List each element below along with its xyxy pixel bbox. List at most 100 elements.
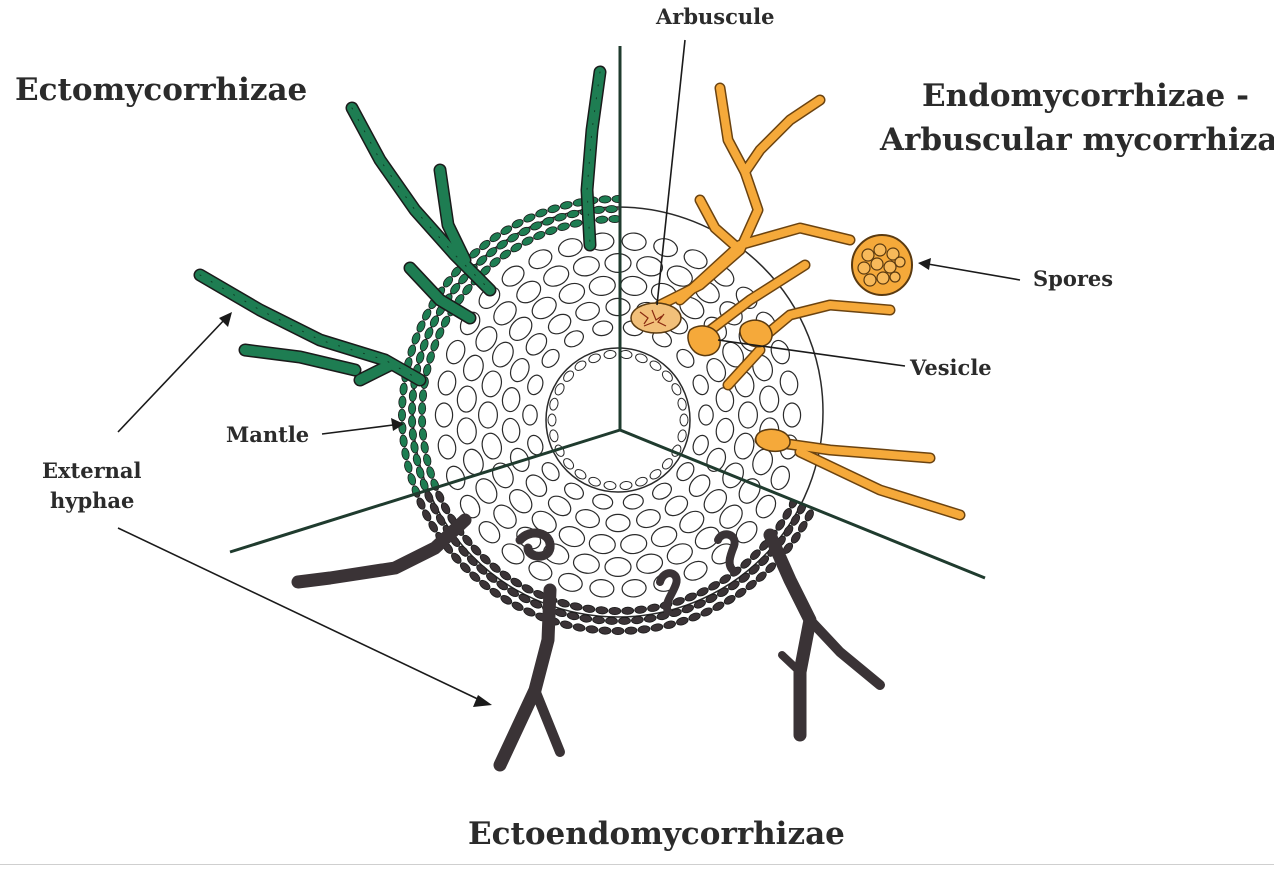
vesicle-leader <box>717 339 906 367</box>
ecto-mantle-cell <box>418 389 428 402</box>
cortex-cell <box>475 478 498 504</box>
ecto-mantle-cell <box>499 249 512 260</box>
cortex-cell <box>604 557 632 578</box>
ecto-mantle-cell <box>560 201 573 210</box>
ectoendo-mantle-cell <box>782 508 792 520</box>
cortex-cell <box>636 509 661 529</box>
ecto-mantle-cell <box>419 339 429 352</box>
ecto-mantle-cell <box>415 466 425 479</box>
ecto-mantle-cell <box>418 428 428 441</box>
cortex-cell <box>715 417 735 443</box>
inner-cell <box>619 480 633 491</box>
cortex-cell <box>706 358 727 383</box>
cortex-cell <box>501 417 521 443</box>
cortex-cell <box>558 282 586 304</box>
divider-right <box>619 428 986 580</box>
ectoendo-mantle-cell <box>638 196 651 205</box>
inner-cell <box>671 383 682 396</box>
cortex-cell <box>564 482 584 500</box>
ecto-mantle-cell <box>426 351 435 364</box>
ectoendo-mantle-cell <box>416 497 426 510</box>
cortex-cell <box>683 560 708 581</box>
ecto-mantle-cell <box>442 276 454 288</box>
ecto-mantle-cell <box>815 485 826 499</box>
cortex-cell <box>755 494 777 519</box>
cortex-cell <box>437 434 457 460</box>
ectoendo-mantle-cell <box>595 606 609 615</box>
ecto-mantle-cell <box>415 351 425 364</box>
ectoendo-mantle-cell <box>815 332 826 346</box>
cortex-cell <box>589 579 615 598</box>
inner-cell <box>635 353 648 364</box>
cortex-cell <box>636 553 664 574</box>
ecto-mantle-cell <box>608 214 620 224</box>
inner-cell <box>563 458 575 470</box>
ectoendo-mantle-cell <box>676 616 689 626</box>
ecto-mantle-cell <box>611 194 620 203</box>
cortex-cell <box>652 482 672 500</box>
ectoendo-mantle-cell <box>740 558 752 569</box>
cortex-cell <box>492 341 514 368</box>
cortex-cell <box>516 280 542 304</box>
inner-cell <box>547 413 557 427</box>
ecto-mantle-cell <box>450 283 461 295</box>
ectoendo-mantle-cell <box>750 549 761 561</box>
ectoendo-mantle-cell <box>523 607 536 617</box>
ecto-mantle-cell <box>523 213 536 223</box>
ectoendo-mantle-cell <box>458 545 469 557</box>
ectoendo-mantle-cell <box>650 198 663 207</box>
ectoendo-title: Ectoendomycorrhizae <box>468 816 845 852</box>
ecto-mantle-cell <box>754 247 768 260</box>
cortex-cell <box>621 232 647 251</box>
cortex-cell <box>493 504 517 529</box>
ectoendo-mantle-cell <box>566 611 580 621</box>
ectoendo-mantle-cell <box>705 593 718 604</box>
cortex-cell <box>719 504 743 529</box>
ecto-mantle-cell <box>411 332 421 345</box>
inner-cell <box>603 349 617 360</box>
ectoendo-mantle-cell <box>435 514 446 526</box>
cortex-cell <box>445 339 466 365</box>
ecto-mantle-cell <box>625 195 637 203</box>
ecto-mantle-cell <box>476 255 488 266</box>
ecto-mantle-cell <box>412 453 422 467</box>
ecto-mantle-cell <box>398 395 407 409</box>
ectoendo-mantle-cell <box>663 620 676 629</box>
stele-core <box>545 347 691 493</box>
cortex-cell <box>650 526 678 548</box>
cortex-cell <box>437 370 457 396</box>
ecto-mantle-cell <box>518 226 531 237</box>
ecto-mantle-cell <box>830 422 838 434</box>
ecto-mantle-cell <box>533 231 546 240</box>
inner-cell <box>588 476 601 487</box>
ectoendo-mantle-cell <box>738 572 750 583</box>
ectoendo-mantle-cell <box>459 562 471 574</box>
cortex-cell <box>456 385 477 413</box>
mantle-arrow-line <box>321 424 394 435</box>
cortex-cell <box>653 238 678 258</box>
ectoendo-mantle-cell <box>611 626 625 635</box>
spores-label: Spores <box>1033 266 1114 291</box>
cortex-cell <box>620 534 648 555</box>
ectoendo-mantle-cell <box>592 616 605 625</box>
ecto-mantle-cell <box>511 219 524 229</box>
cortex-cell <box>547 313 572 335</box>
cortex-cell <box>522 404 538 426</box>
ectoendo-mantle-cell <box>684 592 697 602</box>
cortex-cell <box>782 402 802 428</box>
ectoendo-mantle-cell <box>582 604 596 613</box>
ectoendo-mantle-cell <box>755 571 767 582</box>
ectoendo-mantle-cell <box>569 602 583 611</box>
ecto-mantle-cell <box>423 363 432 377</box>
cortex-cell <box>683 249 708 270</box>
ecto-mantle-cell <box>397 408 406 422</box>
cortex-cell <box>456 417 477 445</box>
ecto-mantle-cell <box>429 315 440 328</box>
ecto-mantle-cell <box>830 409 837 421</box>
cortex-cell <box>622 493 644 510</box>
cortex-cell <box>527 374 544 396</box>
cortex-cell <box>558 572 583 592</box>
inner-cell <box>679 413 689 427</box>
ecto-mantle-cell <box>830 396 838 408</box>
